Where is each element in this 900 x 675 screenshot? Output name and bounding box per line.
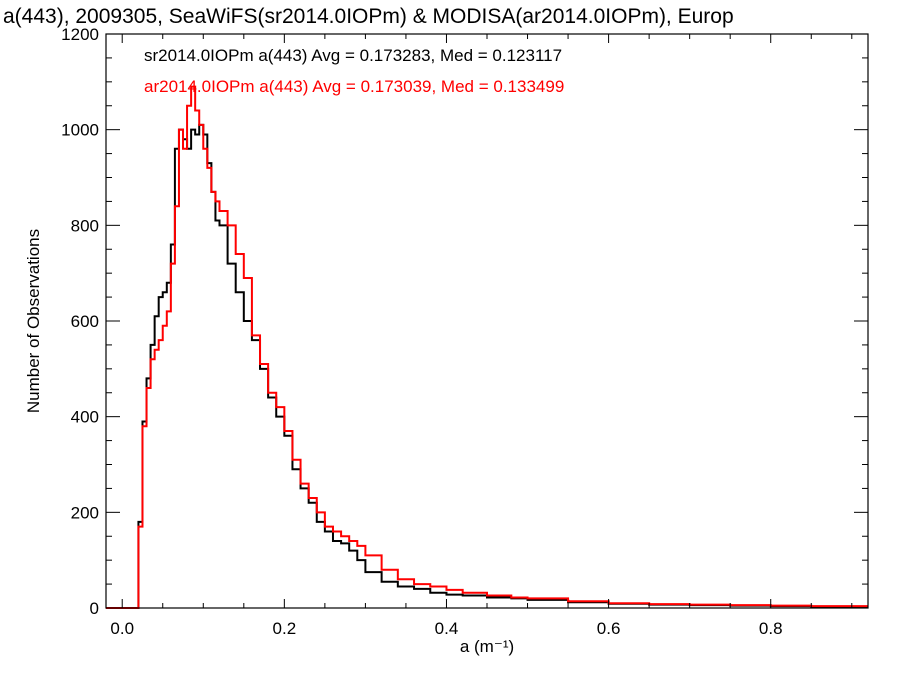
x-axis-ticks: 0.0 0.2 0.4 0.6 0.8 — [110, 34, 853, 638]
series-line-ar2014 — [106, 85, 868, 609]
x-tick-label: 0.0 — [110, 619, 134, 638]
y-axis-label: Number of Observations — [24, 229, 43, 413]
y-tick-label: 1200 — [61, 25, 99, 44]
legend-entry-sr2014: sr2014.0IOPm a(443) Avg = 0.173283, Med … — [144, 46, 562, 65]
y-tick-label: 400 — [71, 408, 99, 427]
y-tick-label: 0 — [90, 599, 99, 618]
y-tick-label: 800 — [71, 216, 99, 235]
y-tick-label: 1000 — [61, 121, 99, 140]
x-tick-label: 0.8 — [759, 619, 783, 638]
x-tick-label: 0.4 — [435, 619, 459, 638]
y-axis-ticks: 0 200 400 600 800 1000 1200 — [61, 25, 868, 618]
x-axis-label: a (m⁻¹) — [460, 637, 514, 656]
legend-entry-ar2014: ar2014.0IOPm a(443) Avg = 0.173039, Med … — [144, 77, 564, 96]
y-tick-label: 600 — [71, 312, 99, 331]
y-tick-label: 200 — [71, 503, 99, 522]
x-tick-label: 0.2 — [273, 619, 297, 638]
series-line-sr2014 — [106, 123, 868, 609]
x-tick-label: 0.6 — [597, 619, 621, 638]
chart-title: a(443), 2009305, SeaWiFS(sr2014.0IOPm) &… — [3, 5, 734, 28]
plot-frame — [105, 33, 869, 609]
series-layer — [106, 85, 868, 609]
